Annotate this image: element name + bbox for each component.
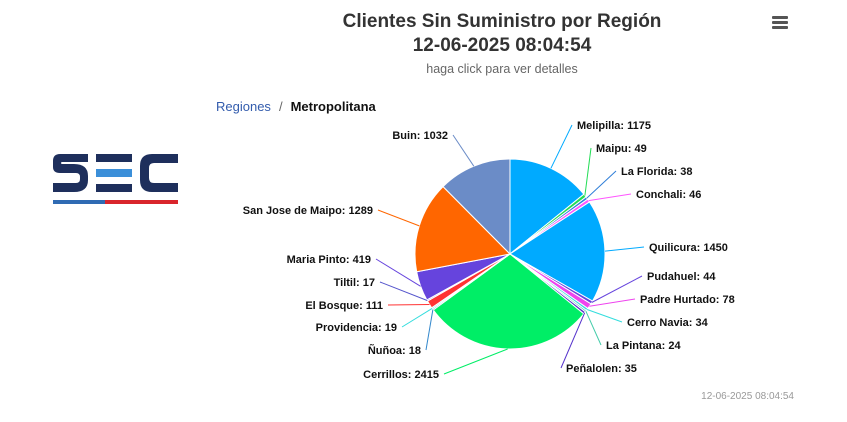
pie-chart: Melipilla: 1175 Maipu: 49 La Florida: 38 Co… <box>243 120 735 381</box>
data-label-tiltil[interactable]: Tiltil: 17 <box>334 277 375 289</box>
data-label-buin[interactable]: Buin: 1032 <box>392 130 448 142</box>
connector-cerrillos <box>443 348 508 375</box>
data-label-pudahuel[interactable]: Pudahuel: 44 <box>647 271 716 283</box>
connector-la-pintana <box>585 310 602 346</box>
data-label-padre-hurtado[interactable]: Padre Hurtado: 78 <box>640 294 735 306</box>
data-label-cerro-navia[interactable]: Cerro Navia: 34 <box>627 317 709 329</box>
data-label-la-pintana[interactable]: La Pintana: 24 <box>606 340 681 352</box>
connector-el-bosque <box>387 304 430 306</box>
data-label-la-florida[interactable]: La Florida: 38 <box>621 166 693 178</box>
connector-penalolen <box>560 312 586 369</box>
pie-slice-melipilla[interactable] <box>509 158 585 256</box>
connector-buin <box>452 134 475 167</box>
data-label-san-jose-de-maipo[interactable]: San Jose de Maipo: 1289 <box>243 205 373 217</box>
sec-logo <box>53 154 178 204</box>
data-label-el-bosque[interactable]: El Bosque: 111 <box>305 300 383 312</box>
connector-la-florida <box>586 170 617 199</box>
data-label-melipilla[interactable]: Melipilla: 1175 <box>577 120 651 132</box>
connector-melipilla <box>550 124 573 169</box>
chart-container: Clientes Sin Suministro por Región 12-06… <box>200 0 820 422</box>
connector-maria-pinto <box>375 258 421 287</box>
data-label-maipu[interactable]: Maipu: 49 <box>596 143 647 155</box>
breadcrumb-regiones-link[interactable]: Regiones <box>216 99 271 114</box>
data-label-cerrillos[interactable]: Cerrillos: 2415 <box>363 369 439 381</box>
connector-padre-hurtado <box>589 298 636 307</box>
connector-quilicura <box>604 246 645 252</box>
connector-pudahuel <box>591 275 643 303</box>
breadcrumb: Regiones / Metropolitana <box>216 99 376 114</box>
hamburger-icon[interactable] <box>770 14 790 32</box>
breadcrumb-current: Metropolitana <box>290 99 376 114</box>
footer-timestamp: 12-06-2025 08:04:54 <box>701 391 794 402</box>
connector-nunoa <box>425 309 434 351</box>
chart-title: Clientes Sin Suministro por Región <box>342 11 662 32</box>
data-label-penalolen[interactable]: Peñalolen: 35 <box>566 363 637 375</box>
pie-slice-quilicura[interactable] <box>509 201 606 302</box>
connector-providencia <box>401 307 433 328</box>
chart-title-timestamp: 12-06-2025 08:04:54 <box>412 35 592 56</box>
data-label-quilicura[interactable]: Quilicura: 1450 <box>649 242 728 254</box>
connector-tiltil <box>379 281 428 301</box>
data-label-maria-pinto[interactable]: Maria Pinto: 419 <box>287 254 371 266</box>
chart-subtitle: haga click para ver detalles <box>426 62 578 76</box>
data-label-conchali[interactable]: Conchali: 46 <box>636 189 701 201</box>
connector-maipu <box>584 147 592 196</box>
breadcrumb-separator: / <box>278 99 283 114</box>
connector-san-jose-de-maipo <box>377 209 420 227</box>
connector-cerro-navia <box>586 309 623 323</box>
data-label-providencia[interactable]: Providencia: 19 <box>316 322 397 334</box>
data-label-nunoa[interactable]: Ñuñoa: 18 <box>368 344 421 357</box>
connector-conchali <box>588 193 632 202</box>
